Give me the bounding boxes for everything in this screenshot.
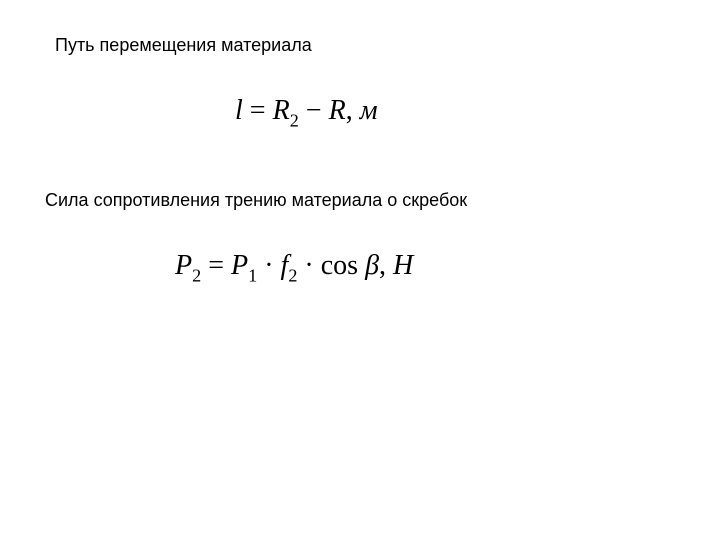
gap: [353, 95, 360, 126]
caption-friction-force: Сила сопротивления трению материала о ск…: [45, 190, 467, 211]
formula-path-length: l = R2 − R, м: [235, 95, 378, 131]
dot-operator: ·: [257, 250, 280, 281]
comma: ,: [379, 250, 386, 281]
caption-path-of-material: Путь перемещения материала: [55, 35, 312, 56]
var-P2: P2: [175, 250, 201, 281]
equals-sign: =: [201, 250, 231, 281]
gap: [386, 250, 393, 281]
var-R: R: [329, 95, 346, 126]
var-R2: R2: [273, 95, 299, 126]
equals-sign: =: [243, 95, 273, 126]
slide-page: { "caption1": { "text": "Путь перемещени…: [0, 0, 720, 540]
var-l: l: [235, 95, 243, 126]
thin-space: [358, 250, 365, 281]
dot-operator: ·: [297, 250, 320, 281]
cos-func: cos: [321, 250, 358, 281]
comma: ,: [346, 95, 353, 126]
unit-H: Н: [393, 250, 413, 281]
unit-m: м: [360, 95, 378, 126]
var-beta: β: [365, 250, 379, 281]
formula-friction-force: P2 = P1 · f2 · cos β, Н: [175, 250, 413, 286]
var-P1: P1: [231, 250, 257, 281]
var-f2: f2: [281, 250, 298, 281]
minus-sign: −: [299, 95, 329, 126]
